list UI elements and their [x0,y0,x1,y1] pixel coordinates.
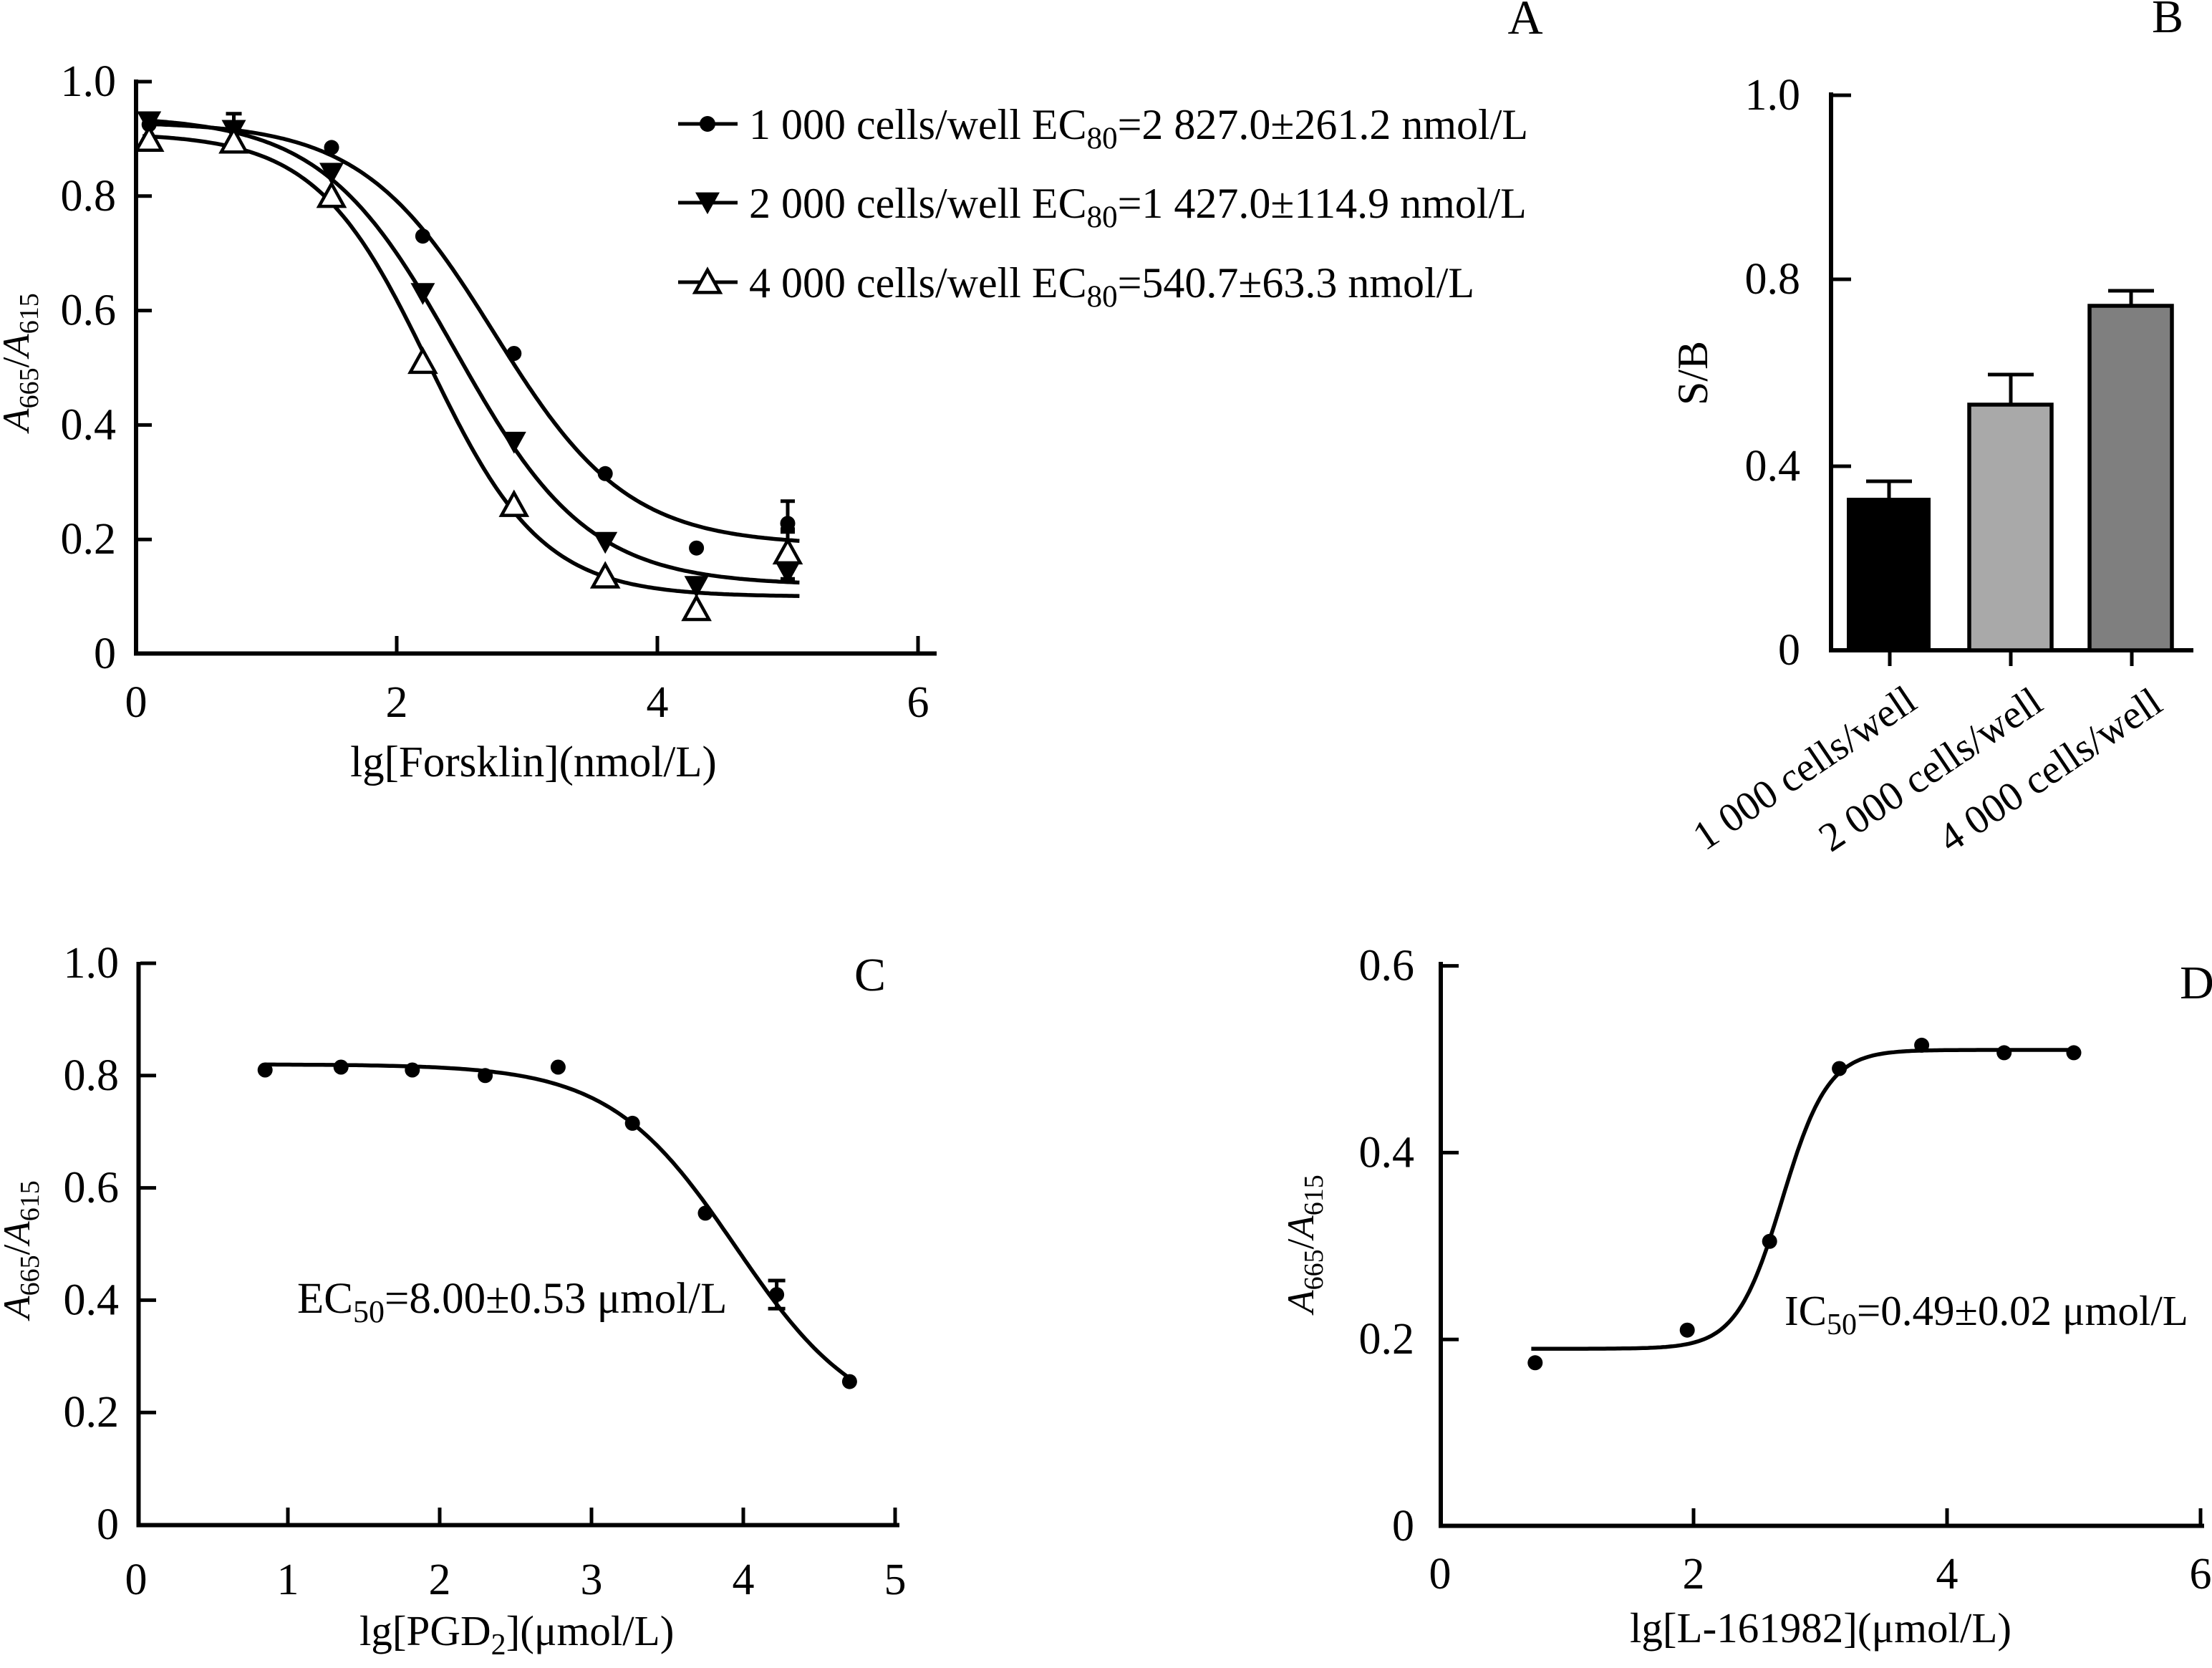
svg-text:0.4: 0.4 [1745,442,1801,491]
svg-text:A665/A615: A665/A615 [1280,1175,1329,1315]
svg-text:6: 6 [2190,1550,2212,1599]
svg-text:0.2: 0.2 [64,1388,120,1437]
svg-text:0.8: 0.8 [61,172,117,221]
svg-text:0.8: 0.8 [64,1051,120,1100]
svg-text:IC50​=0.49±0.02 μmol/L: IC50​=0.49±0.02 μmol/L [1784,1287,2188,1341]
svg-text:4: 4 [647,678,669,727]
svg-text:0: 0 [125,1556,148,1604]
svg-text:4 000 cells/well EC80​=540.7±6: 4 000 cells/well EC80​=540.7±63.3 nmol/L [749,259,1474,314]
svg-text:A: A [1507,0,1542,44]
svg-text:2 000 cells/well EC80​=1 427.0: 2 000 cells/well EC80​=1 427.0±114.9 nmo… [749,180,1527,234]
svg-text:0.2: 0.2 [1359,1315,1415,1364]
svg-text:4: 4 [733,1556,755,1604]
svg-text:0.4: 0.4 [61,400,117,449]
svg-text:0: 0 [125,678,148,727]
svg-text:6: 6 [907,678,929,727]
svg-text:D: D [2180,957,2212,1009]
svg-text:1.0: 1.0 [1745,71,1801,120]
svg-text:1.0: 1.0 [64,939,120,988]
svg-text:0.8: 0.8 [1745,255,1801,304]
svg-text:0.6: 0.6 [64,1164,120,1213]
svg-text:1.0: 1.0 [61,57,117,106]
svg-text:0.6: 0.6 [61,286,117,335]
svg-text:0.4: 0.4 [1359,1128,1415,1177]
svg-text:lg[Forsklin](nmol/L): lg[Forsklin](nmol/L) [350,738,717,786]
svg-text:0.2: 0.2 [61,515,117,564]
svg-text:1 000 cells/well EC80​=2 827.0: 1 000 cells/well EC80​=2 827.0±261.2 nmo… [749,101,1528,155]
svg-text:4: 4 [1936,1550,1959,1599]
svg-text:5: 5 [884,1556,907,1604]
svg-text:A665/A615: A665/A615 [0,1180,45,1321]
svg-text:lg[PGD2​](μmol/L): lg[PGD2​](μmol/L) [359,1607,674,1662]
svg-text:0: 0 [1429,1550,1452,1599]
svg-text:0: 0 [1392,1502,1414,1551]
svg-text:0.4: 0.4 [64,1276,120,1324]
svg-text:0: 0 [94,630,116,678]
svg-text:2: 2 [386,678,408,727]
svg-text:0: 0 [97,1500,119,1549]
svg-text:lg[L-161982](μmol/L): lg[L-161982](μmol/L) [1630,1604,2011,1652]
svg-text:S/B: S/B [1669,341,1716,405]
svg-text:B: B [2152,0,2183,43]
svg-text:EC50​=8.00±0.53 μmol/L: EC50​=8.00±0.53 μmol/L [297,1275,727,1329]
svg-text:0.6: 0.6 [1359,942,1415,990]
svg-text:3: 3 [581,1556,603,1604]
svg-text:1: 1 [277,1556,299,1604]
svg-text:2: 2 [1683,1550,1705,1599]
svg-text:A665/A615: A665/A615 [0,293,44,433]
svg-text:C: C [854,949,886,1001]
svg-text:2: 2 [429,1556,451,1604]
svg-text:0: 0 [1778,626,1800,675]
